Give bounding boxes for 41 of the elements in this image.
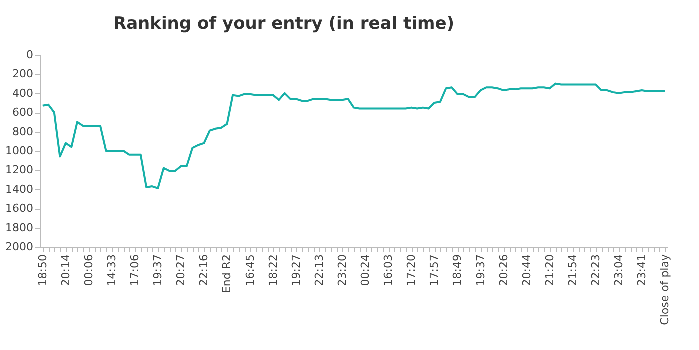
x-tick-label: 18:49 <box>451 254 464 286</box>
x-tick-label: 00:24 <box>359 254 372 286</box>
x-tick-label: 21:20 <box>543 254 556 286</box>
x-tick-label: Close of play <box>658 254 672 326</box>
x-tick-label: 20:44 <box>520 254 534 286</box>
x-tick-label: 16:03 <box>382 254 396 286</box>
x-tick-label: 19:37 <box>474 254 488 286</box>
x-tick-label: 16:45 <box>244 254 257 286</box>
x-tick-label: 22:16 <box>198 254 211 286</box>
x-tick-label: 17:20 <box>405 254 418 286</box>
y-tick-label: 800 <box>12 125 34 138</box>
x-tick-label: End R2 <box>220 254 234 294</box>
x-tick-label: 19:27 <box>290 254 303 286</box>
x-tick-label: 18:50 <box>36 254 50 286</box>
y-tick-label: 400 <box>12 86 34 100</box>
x-tick-label: 20:26 <box>497 254 510 286</box>
y-tick-label: 1000 <box>6 144 34 158</box>
y-tick-label: 1600 <box>6 202 34 216</box>
x-tick-label: 14:33 <box>106 254 119 286</box>
x-tick-label: 20:14 <box>59 254 72 286</box>
x-tick-label: 23:04 <box>612 254 626 286</box>
y-tick-label: 600 <box>12 106 34 120</box>
x-tick-label: 23:20 <box>336 254 349 286</box>
x-tick-label: 17:06 <box>128 254 142 286</box>
x-tick-label: 20:27 <box>174 254 188 286</box>
x-tick-label: 00:06 <box>82 254 96 286</box>
y-tick-label: 1400 <box>6 182 34 196</box>
y-tick-label: 200 <box>12 68 34 81</box>
y-tick-label: 0 <box>26 48 34 62</box>
line-series <box>42 82 666 190</box>
x-tick-label: 22:13 <box>312 254 326 286</box>
x-tick-label: 22:23 <box>589 254 602 286</box>
y-tick-label: 1800 <box>6 221 34 234</box>
x-tick-label: 17:57 <box>428 254 442 286</box>
y-tick-label: 2000 <box>6 240 34 254</box>
x-tick-label: 19:37 <box>152 254 165 286</box>
x-tick-label: 23:41 <box>636 254 649 286</box>
x-tick-label: 21:54 <box>566 254 580 286</box>
x-tick-label: 18:22 <box>266 254 280 286</box>
chart-title: Ranking of your entry (in real time) <box>113 14 455 34</box>
y-tick-label: 1200 <box>6 164 34 177</box>
